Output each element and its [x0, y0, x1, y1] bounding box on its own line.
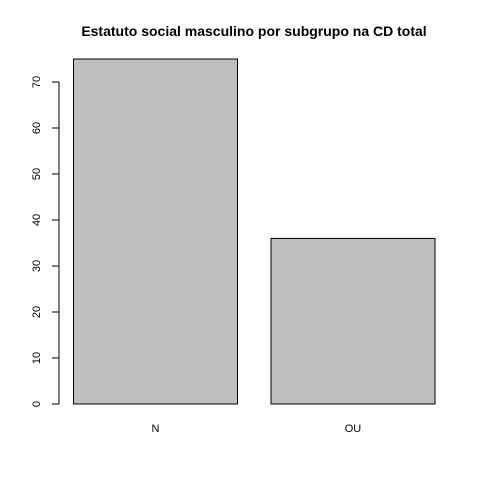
bar-n: [73, 58, 238, 405]
chart-title: Estatuto social masculino por subgrupo n…: [81, 23, 426, 39]
x-category-label: N: [152, 423, 160, 435]
y-tick-label: 20: [31, 306, 43, 318]
bar-ou: [270, 237, 436, 405]
x-axis-labels: N OU: [152, 423, 362, 435]
y-tick-label: 30: [31, 260, 43, 272]
x-category-label: OU: [345, 423, 362, 435]
y-tick-label: 0: [31, 401, 43, 407]
y-axis: 0 10 20 30 40 50 60 70: [31, 76, 60, 407]
y-tick-label: 40: [31, 214, 43, 226]
y-tick-label: 50: [31, 168, 43, 180]
bars-group: [73, 58, 436, 405]
y-tick-label: 60: [31, 122, 43, 134]
y-tick-label: 70: [31, 76, 43, 88]
y-tick-label: 10: [31, 352, 43, 364]
